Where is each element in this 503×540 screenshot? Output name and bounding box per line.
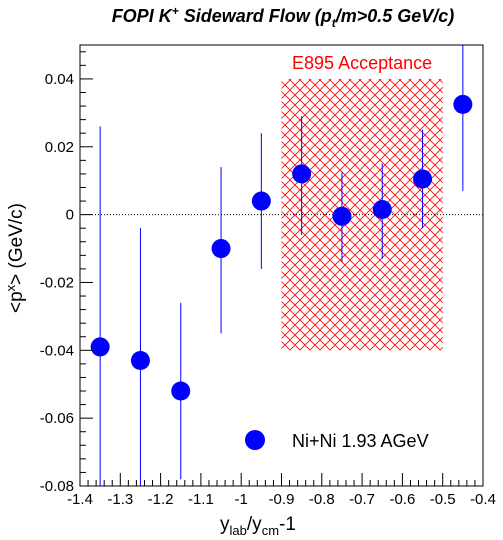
point-marker (413, 169, 433, 189)
legend-label: Ni+Ni 1.93 AGeV (292, 431, 429, 451)
x-tick-label: -0.7 (349, 491, 375, 508)
point-marker (453, 94, 473, 114)
x-tick-label: -1.3 (107, 491, 133, 508)
point-marker (251, 191, 271, 211)
data-point (372, 163, 392, 259)
data-point (211, 167, 231, 334)
data-point (130, 228, 150, 486)
data-point (413, 129, 433, 229)
y-tick-label: 0.04 (45, 71, 74, 88)
point-marker (372, 200, 392, 220)
axes: -1.4 -1.3 -1.2 -1.1 -1 -0.9 -0.8 -0.7 -0.6 -0.5 -0… (40, 44, 496, 508)
point-marker (130, 350, 150, 370)
point-marker (171, 381, 191, 401)
y-tick-label: -0.04 (40, 342, 74, 359)
data-point (292, 116, 312, 235)
acceptance-label: E895 Acceptance (292, 53, 432, 73)
y-tick-label: 0 (66, 207, 74, 224)
data-point (453, 45, 473, 191)
point-marker (211, 239, 231, 259)
data-point (90, 126, 110, 486)
x-tick-label: -0.4 (470, 491, 496, 508)
x-tick-label: -1.4 (67, 491, 93, 508)
y-axis-title: <px> (GeV/c) (3, 203, 27, 313)
y-tick-label: -0.08 (40, 478, 74, 495)
data-point (171, 302, 191, 480)
legend: Ni+Ni 1.93 AGeV (245, 430, 429, 451)
x-tick-label: -0.8 (309, 491, 335, 508)
point-marker (332, 206, 352, 226)
x-tick-label: -0.5 (430, 491, 456, 508)
chart-title: FOPI K+ Sideward Flow (pt/m>0.5 GeV/c) (112, 4, 455, 30)
data-point (332, 172, 352, 263)
x-tick-label: -0.6 (389, 491, 415, 508)
x-tick-label: -0.9 (269, 491, 295, 508)
data-point (251, 133, 271, 269)
y-tick-label: 0.02 (45, 139, 74, 156)
y-tick-label: -0.02 (40, 274, 74, 291)
legend-marker (245, 430, 265, 450)
point-marker (90, 337, 110, 357)
point-marker (292, 164, 312, 184)
acceptance-region: E895 Acceptance (281, 53, 443, 351)
x-tick-label: -1.1 (188, 491, 214, 508)
data-series (90, 45, 473, 486)
y-tick-label: -0.06 (40, 410, 74, 427)
x-axis-title: ylab/ycm-1 (220, 514, 296, 538)
x-tick-label: -1 (235, 491, 248, 508)
x-tick-label: -1.2 (148, 491, 174, 508)
